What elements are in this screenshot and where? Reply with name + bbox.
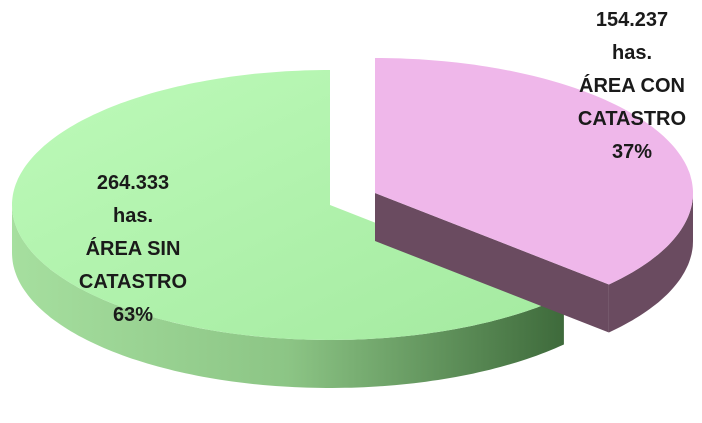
- slice-side: [608, 193, 693, 333]
- unit-label: has.: [112, 205, 154, 227]
- area-label: 264.333: [96, 172, 170, 194]
- percent-label: 37%: [611, 141, 653, 163]
- area-label: 154.237: [595, 9, 669, 31]
- category-label: ÁREA SIN CATASTRO: [78, 238, 188, 293]
- slice-label: 154.237 has. ÁREA CON CATASTRO 37%: [562, 4, 702, 169]
- slice-cut-face: [375, 193, 609, 333]
- percent-label: 63%: [112, 304, 154, 326]
- unit-label: has.: [611, 42, 653, 64]
- category-label: ÁREA CON CATASTRO: [577, 75, 687, 130]
- pie-slice: [12, 70, 564, 340]
- pie-slice: [375, 58, 693, 285]
- slice-label: 264.333 has. ÁREA SIN CATASTRO 63%: [63, 167, 203, 332]
- slice-side: [12, 205, 564, 388]
